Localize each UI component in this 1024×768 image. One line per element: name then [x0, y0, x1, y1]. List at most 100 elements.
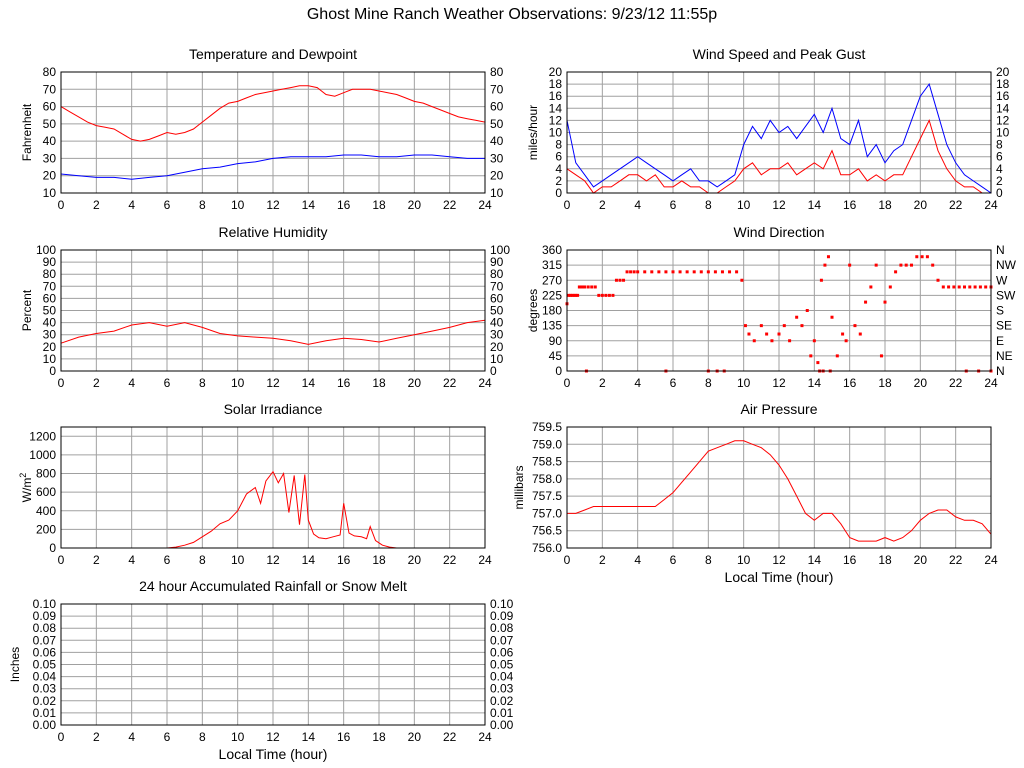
data-point — [699, 270, 703, 274]
data-point — [823, 263, 827, 267]
x-tick-label: 20 — [914, 376, 928, 390]
x-tick-label: 20 — [914, 198, 928, 212]
data-point — [600, 293, 604, 297]
data-point — [629, 270, 633, 274]
x-tick-label: 4 — [128, 553, 135, 567]
y-tick-label-right: SE — [996, 319, 1012, 333]
x-tick-label: 14 — [302, 730, 316, 744]
x-tick-label: 8 — [705, 198, 712, 212]
plot-frame — [60, 249, 486, 372]
y-tick-label-right: 20 — [490, 169, 504, 183]
y-tick-label-right: 0.05 — [490, 658, 514, 672]
data-point — [841, 332, 845, 336]
data-point — [800, 324, 804, 328]
y-tick-label: 70 — [43, 82, 57, 96]
y-tick-label: 30 — [43, 328, 57, 342]
x-tick-label: 6 — [164, 553, 171, 567]
y-tick-label-right: NE — [996, 349, 1013, 363]
x-tick-label: 12 — [266, 198, 280, 212]
data-point — [579, 285, 583, 289]
y-tick-label: 10 — [43, 186, 57, 200]
x-tick-label: 4 — [128, 730, 135, 744]
data-point — [816, 361, 820, 365]
x-tick-label: 8 — [199, 553, 206, 567]
y-tick-label-right: 0.09 — [490, 609, 514, 623]
y-tick-label: 0 — [49, 541, 56, 555]
x-tick-label: 18 — [372, 730, 386, 744]
data-point — [844, 339, 848, 343]
data-point — [713, 270, 717, 274]
x-tick-label: 0 — [564, 376, 571, 390]
x-tick-label: 10 — [231, 198, 245, 212]
y-tick-label: 8 — [555, 138, 562, 152]
x-tick-label: 2 — [93, 198, 100, 212]
data-point — [583, 285, 587, 289]
y-tick-label-right: N — [996, 243, 1005, 257]
y-tick-label: 315 — [542, 258, 562, 272]
x-tick-label: 8 — [199, 198, 206, 212]
data-point — [611, 293, 615, 297]
chart-rainfall: 24 hour Accumulated Rainfall or Snow Mel… — [8, 578, 514, 762]
data-point — [581, 285, 585, 289]
chart-title: 24 hour Accumulated Rainfall or Snow Mel… — [139, 578, 407, 594]
data-point — [826, 255, 830, 259]
chart-title: Relative Humidity — [219, 224, 328, 240]
x-tick-label: 18 — [372, 376, 386, 390]
data-point — [735, 270, 739, 274]
y-tick-label: 0.00 — [33, 718, 57, 732]
y-tick-label: 180 — [542, 304, 562, 318]
y-tick-label: 10 — [549, 126, 563, 140]
y-tick-label: 50 — [43, 304, 57, 318]
y-tick-label-right: 6 — [996, 150, 1003, 164]
y-tick-label: 0.01 — [33, 706, 57, 720]
x-tick-label: 0 — [564, 198, 571, 212]
x-axis-label: Local Time (hour) — [725, 569, 834, 585]
data-point — [692, 270, 696, 274]
data-point — [678, 270, 682, 274]
y-tick-label: 60 — [43, 100, 57, 114]
data-point — [888, 285, 892, 289]
y-tick-label-right: 0.04 — [490, 670, 514, 684]
x-tick-label: 24 — [984, 198, 998, 212]
series-line — [566, 82, 992, 194]
y-tick-label: 30 — [43, 151, 57, 165]
y-tick-label-right: 0.08 — [490, 621, 514, 635]
data-point — [671, 270, 675, 274]
y-tick-label: 0.10 — [33, 597, 57, 611]
x-tick-label: 10 — [737, 553, 751, 567]
y-axis-label-superscript: 2 — [18, 473, 28, 478]
data-point — [650, 270, 654, 274]
data-point — [805, 309, 809, 312]
chart-title: Wind Speed and Peak Gust — [693, 46, 866, 62]
y-tick-label: 600 — [36, 485, 56, 499]
y-tick-label: 225 — [542, 288, 562, 302]
y-tick-label: 2 — [555, 174, 562, 188]
y-tick-label: 0.05 — [33, 658, 57, 672]
data-point — [925, 255, 929, 259]
y-tick-label: 20 — [43, 169, 57, 183]
y-tick-label: 0 — [555, 186, 562, 200]
y-tick-label: 90 — [43, 255, 57, 269]
data-point — [586, 285, 590, 289]
y-tick-label: 0 — [555, 364, 562, 378]
x-tick-label: 22 — [949, 553, 963, 567]
data-point — [593, 285, 597, 289]
data-point — [853, 324, 857, 328]
plot-frame — [566, 426, 992, 549]
y-tick-label: 100 — [36, 243, 56, 257]
x-tick-label: 12 — [772, 198, 786, 212]
y-tick-label: 16 — [549, 89, 563, 103]
x-tick-label: 16 — [337, 553, 351, 567]
y-tick-label: 135 — [542, 319, 562, 333]
y-tick-label: 756.0 — [532, 541, 562, 555]
y-tick-label-right: S — [996, 304, 1004, 318]
data-point — [812, 339, 816, 343]
series-line — [60, 154, 485, 180]
y-tick-label-right: N — [996, 364, 1005, 378]
x-tick-label: 10 — [231, 553, 245, 567]
y-axis-label: W/m2 — [18, 473, 34, 503]
y-tick-label-right: 100 — [490, 243, 510, 257]
x-tick-label: 14 — [302, 553, 316, 567]
y-tick-label: 14 — [549, 101, 563, 115]
y-tick-label-right: 14 — [996, 101, 1010, 115]
